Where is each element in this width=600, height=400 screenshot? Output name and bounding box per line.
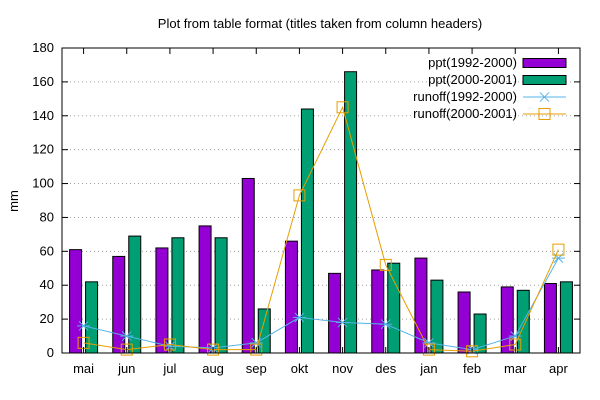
bar-ppt(2000-2001)-mai (85, 281, 99, 354)
y-tick-label: 120 (32, 142, 54, 157)
point-runoff(2000-2001)-jan (422, 343, 435, 356)
y-tick-label: 40 (40, 277, 54, 292)
legend-entry-runoff(1992-2000): runoff(1992-2000) (413, 89, 566, 104)
legend-label: ppt(2000-2001) (428, 72, 517, 87)
y-tick-label: 20 (40, 311, 54, 326)
bar-ppt(2000-2001)-okt (300, 108, 314, 354)
bar-ppt(1992-2000)-apr (543, 283, 557, 354)
bar-ppt(1992-2000)-des (371, 269, 385, 354)
point-runoff(2000-2001)-sep (250, 343, 263, 356)
bar-ppt(1992-2000)-feb (457, 291, 471, 354)
x-tick-label: aug (202, 361, 224, 376)
point-runoff(2000-2001)-nov (336, 101, 349, 114)
marker-stroke (294, 312, 305, 323)
bar-ppt(1992-2000)-mar (500, 286, 514, 354)
legend-marker (538, 108, 551, 120)
point-runoff(1992-2000)-des (379, 319, 393, 330)
point-runoff(1992-2000)-okt (292, 312, 306, 323)
bar-ppt(2000-2001)-jan (430, 279, 444, 354)
bar-ppt(2000-2001)-aug (214, 237, 228, 354)
x-tick-label: sep (246, 361, 267, 376)
point-runoff(2000-2001)-feb (466, 345, 479, 358)
x-tick-label: mai (73, 361, 94, 376)
point-runoff(2000-2001)-apr (552, 243, 565, 256)
point-runoff(1992-2000)-jul (163, 341, 177, 352)
bar-ppt(2000-2001)-des (387, 262, 401, 354)
legend-entry-ppt(1992-2000): ppt(1992-2000) (428, 55, 567, 70)
legend-entry-runoff(2000-2001): runoff(2000-2001) (413, 106, 566, 121)
y-tick-label: 160 (32, 74, 54, 89)
chart-title: Plot from table format (titles taken fro… (158, 16, 482, 31)
point-runoff(2000-2001)-aug (207, 343, 220, 356)
x-tick-label: feb (463, 361, 481, 376)
runoff-lines (77, 101, 565, 358)
x-tick-label: des (375, 361, 396, 376)
bar-ppt(2000-2001)-nov (344, 71, 358, 354)
marker-stroke (165, 341, 175, 352)
marker-stroke (78, 320, 89, 331)
bar-ppt(1992-2000)-sep (241, 177, 255, 354)
point-runoff(2000-2001)-jun (120, 343, 133, 356)
y-axis-label: mm (6, 190, 21, 212)
y-tick-label: 140 (32, 108, 54, 123)
point-runoff(2000-2001)-des (379, 258, 392, 271)
point-runoff(1992-2000)-nov (336, 317, 350, 328)
bar-ppt(1992-2000)-jun (112, 255, 126, 354)
marker-stroke (380, 319, 391, 330)
point-runoff(1992-2000)-jun (120, 331, 134, 341)
marker-stroke (424, 337, 434, 348)
x-tick-label: okt (291, 361, 309, 376)
legend: ppt(1992-2000) ppt(2000-2001) runoff(1992-… (413, 55, 567, 121)
marker-stroke (337, 317, 348, 328)
y-tick-label: 100 (32, 176, 54, 191)
legend-swatch (522, 58, 567, 68)
bar-ppt(2000-2001)-apr (559, 281, 573, 354)
marker-stroke (121, 331, 132, 341)
marker-stroke (539, 92, 550, 102)
x-tick-label: jun (117, 361, 135, 376)
legend-label: ppt(1992-2000) (428, 55, 517, 70)
x-tick-label: mar (504, 361, 527, 376)
line-runoff(2000-2001) (83, 105, 559, 352)
legend-label: runoff(2000-2001) (413, 106, 517, 121)
x-tick-label: jan (419, 361, 437, 376)
y-tick-label: 180 (32, 40, 54, 55)
bar-ppt(1992-2000)-jul (155, 247, 169, 354)
x-tick-label: jul (162, 361, 176, 376)
bars (69, 71, 573, 354)
y-tick-label: 60 (40, 243, 54, 258)
point-runoff(1992-2000)-mai (77, 320, 91, 331)
legend-label: runoff(1992-2000) (413, 89, 517, 104)
y-tick-label: 80 (40, 209, 54, 224)
legend-swatch (522, 75, 567, 85)
legend-marker (538, 92, 551, 102)
line-runoff(1992-2000) (83, 257, 559, 351)
bar-ppt(2000-2001)-jun (128, 235, 142, 354)
legend-entry-ppt(2000-2001): ppt(2000-2001) (428, 72, 567, 87)
x-tick-label: nov (332, 361, 353, 376)
point-runoff(2000-2001)-okt (293, 189, 306, 202)
axes: 0 20 40 60 80 100 120 140 160 180 mai jun jul aug sep o… (32, 40, 581, 376)
bar-ppt(1992-2000)-okt (284, 240, 298, 354)
bar-ppt(1992-2000)-nov (328, 272, 342, 354)
x-tick-label: apr (549, 361, 568, 376)
point-runoff(1992-2000)-jan (422, 337, 436, 348)
bar-ppt(1992-2000)-aug (198, 225, 212, 354)
y-tick-label: 0 (47, 345, 54, 360)
plot-frame (61, 47, 581, 354)
bar-ppt(2000-2001)-jul (171, 237, 185, 354)
